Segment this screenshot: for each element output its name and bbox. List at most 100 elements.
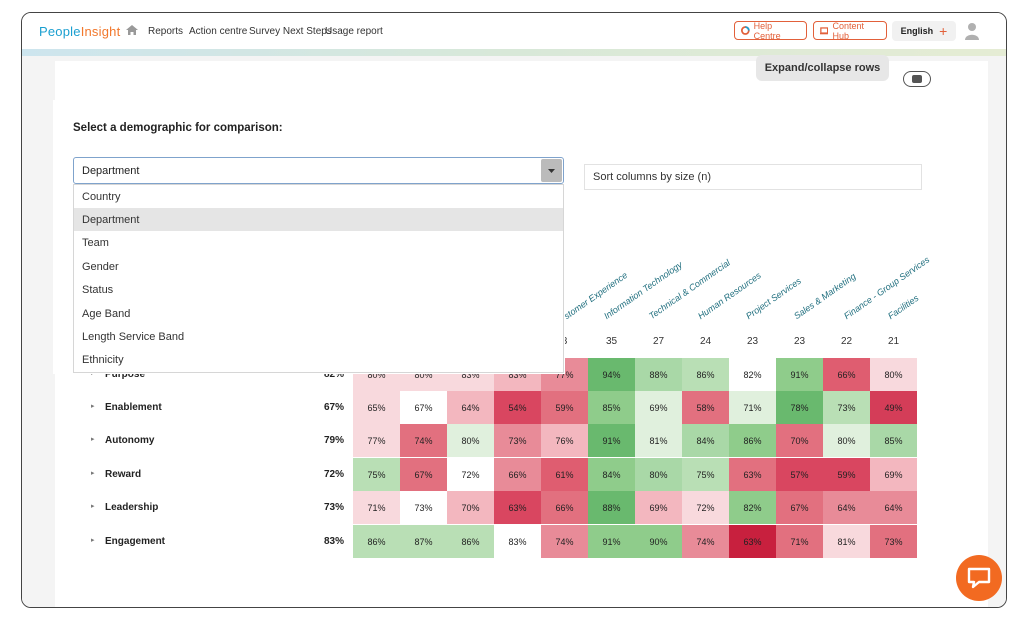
heatmap-cell[interactable]: 64% xyxy=(870,491,917,524)
row-label[interactable]: Enablement xyxy=(105,402,162,413)
heatmap-cell[interactable]: 65% xyxy=(353,391,400,424)
heatmap-cell[interactable]: 81% xyxy=(823,525,870,558)
heatmap-cell[interactable]: 71% xyxy=(729,391,776,424)
row-expand-caret-icon[interactable]: ▸ xyxy=(91,403,95,410)
heatmap-cell[interactable]: 72% xyxy=(682,491,729,524)
dropdown-option[interactable]: Team xyxy=(82,237,109,250)
heatmap-cell[interactable]: 63% xyxy=(729,458,776,491)
dropdown-option[interactable]: Status xyxy=(82,284,114,297)
dropdown-option[interactable]: Age Band xyxy=(82,307,131,320)
heatmap-cell[interactable]: 67% xyxy=(776,491,823,524)
heatmap-cell[interactable]: 85% xyxy=(870,424,917,457)
row-expand-caret-icon[interactable]: ▸ xyxy=(91,470,95,477)
heatmap-cell[interactable]: 67% xyxy=(400,391,447,424)
heatmap-cell[interactable]: 86% xyxy=(729,424,776,457)
row-label[interactable]: Purpose xyxy=(105,369,146,380)
row-expand-caret-icon[interactable]: ▸ xyxy=(91,436,95,443)
heatmap-cell[interactable]: 91% xyxy=(776,358,823,391)
heatmap-cell[interactable]: 86% xyxy=(447,525,494,558)
nav-action-centre[interactable]: Action centre xyxy=(189,26,248,37)
heatmap-cell[interactable]: 59% xyxy=(541,391,588,424)
row-label[interactable]: Engagement xyxy=(105,536,166,547)
user-avatar-icon[interactable] xyxy=(965,22,979,40)
heatmap-cell[interactable]: 83% xyxy=(494,525,541,558)
heatmap-cell[interactable]: 80% xyxy=(635,458,682,491)
heatmap-cell[interactable]: 73% xyxy=(400,491,447,524)
row-label[interactable]: Reward xyxy=(105,469,142,480)
sort-columns-select[interactable]: Sort columns by size (n) xyxy=(584,164,922,190)
heatmap-cell[interactable]: 64% xyxy=(447,391,494,424)
heatmap-cell[interactable]: 59% xyxy=(823,458,870,491)
heatmap-cell[interactable]: 73% xyxy=(494,424,541,457)
heatmap-cell[interactable]: 69% xyxy=(635,391,682,424)
demographic-select[interactable]: Department xyxy=(73,157,564,184)
row-label[interactable]: Autonomy xyxy=(105,435,155,446)
row-expand-caret-icon[interactable]: ▸ xyxy=(91,503,95,510)
help-centre-button[interactable]: Help Centre xyxy=(734,21,807,41)
heatmap-cell[interactable]: 86% xyxy=(353,525,400,558)
heatmap-cell[interactable]: 61% xyxy=(541,458,588,491)
heatmap-cell[interactable]: 88% xyxy=(588,491,635,524)
heatmap-cell[interactable]: 58% xyxy=(682,391,729,424)
dropdown-caret-icon[interactable] xyxy=(541,159,562,182)
heatmap-cell[interactable]: 75% xyxy=(353,458,400,491)
heatmap-cell[interactable]: 78% xyxy=(776,391,823,424)
heatmap-cell[interactable]: 90% xyxy=(635,525,682,558)
heatmap-cell[interactable]: 84% xyxy=(682,424,729,457)
heatmap-cell[interactable]: 76% xyxy=(541,424,588,457)
home-icon[interactable] xyxy=(125,23,139,37)
nav-usage-report[interactable]: Usage report xyxy=(325,26,383,37)
dropdown-option[interactable]: Length Service Band xyxy=(82,330,185,343)
heatmap-cell[interactable]: 91% xyxy=(588,525,635,558)
heatmap-cell[interactable]: 66% xyxy=(823,358,870,391)
heatmap-cell[interactable]: 54% xyxy=(494,391,541,424)
heatmap-cell[interactable]: 74% xyxy=(682,525,729,558)
heatmap-cell[interactable]: 86% xyxy=(682,358,729,391)
heatmap-cell[interactable]: 87% xyxy=(400,525,447,558)
heatmap-cell[interactable]: 63% xyxy=(494,491,541,524)
heatmap-cell[interactable]: 82% xyxy=(729,491,776,524)
heatmap-cell[interactable]: 73% xyxy=(870,525,917,558)
heatmap-cell[interactable]: 80% xyxy=(447,424,494,457)
chat-button[interactable] xyxy=(956,555,1002,601)
nav-reports[interactable]: Reports xyxy=(148,26,184,37)
content-hub-button[interactable]: Content Hub xyxy=(813,21,887,41)
heatmap-cell[interactable]: 84% xyxy=(588,458,635,491)
heatmap-cell[interactable]: 66% xyxy=(494,458,541,491)
dropdown-option[interactable]: Ethnicity xyxy=(82,354,124,367)
row-label[interactable]: Leadership xyxy=(105,502,159,513)
heatmap-cell[interactable]: 69% xyxy=(870,458,917,491)
heatmap-cell[interactable]: 91% xyxy=(588,424,635,457)
heatmap-cell[interactable]: 88% xyxy=(635,358,682,391)
dropdown-option[interactable]: Department xyxy=(74,208,563,232)
heatmap-cell[interactable]: 66% xyxy=(541,491,588,524)
heatmap-cell[interactable]: 80% xyxy=(870,358,917,391)
heatmap-cell[interactable]: 82% xyxy=(729,358,776,391)
heatmap-cell[interactable]: 72% xyxy=(447,458,494,491)
expand-collapse-rows-button[interactable]: Expand/collapse rows xyxy=(756,55,889,81)
heatmap-cell[interactable]: 49% xyxy=(870,391,917,424)
heatmap-cell[interactable]: 77% xyxy=(353,424,400,457)
dropdown-option[interactable]: Country xyxy=(82,190,121,203)
download-icon[interactable] xyxy=(903,71,931,87)
heatmap-cell[interactable]: 71% xyxy=(776,525,823,558)
dropdown-option[interactable]: Gender xyxy=(82,260,119,273)
row-expand-caret-icon[interactable]: ▸ xyxy=(91,537,95,544)
heatmap-cell[interactable]: 74% xyxy=(400,424,447,457)
peopleinsight-logo[interactable]: PeopleInsight xyxy=(39,24,120,39)
heatmap-cell[interactable]: 70% xyxy=(776,424,823,457)
heatmap-cell[interactable]: 67% xyxy=(400,458,447,491)
heatmap-cell[interactable]: 81% xyxy=(635,424,682,457)
heatmap-cell[interactable]: 85% xyxy=(588,391,635,424)
heatmap-cell[interactable]: 94% xyxy=(588,358,635,391)
heatmap-cell[interactable]: 73% xyxy=(823,391,870,424)
heatmap-cell[interactable]: 80% xyxy=(823,424,870,457)
heatmap-cell[interactable]: 57% xyxy=(776,458,823,491)
heatmap-cell[interactable]: 74% xyxy=(541,525,588,558)
heatmap-cell[interactable]: 69% xyxy=(635,491,682,524)
heatmap-cell[interactable]: 70% xyxy=(447,491,494,524)
language-selector[interactable]: English + xyxy=(892,21,956,41)
heatmap-cell[interactable]: 71% xyxy=(353,491,400,524)
heatmap-cell[interactable]: 75% xyxy=(682,458,729,491)
heatmap-cell[interactable]: 64% xyxy=(823,491,870,524)
